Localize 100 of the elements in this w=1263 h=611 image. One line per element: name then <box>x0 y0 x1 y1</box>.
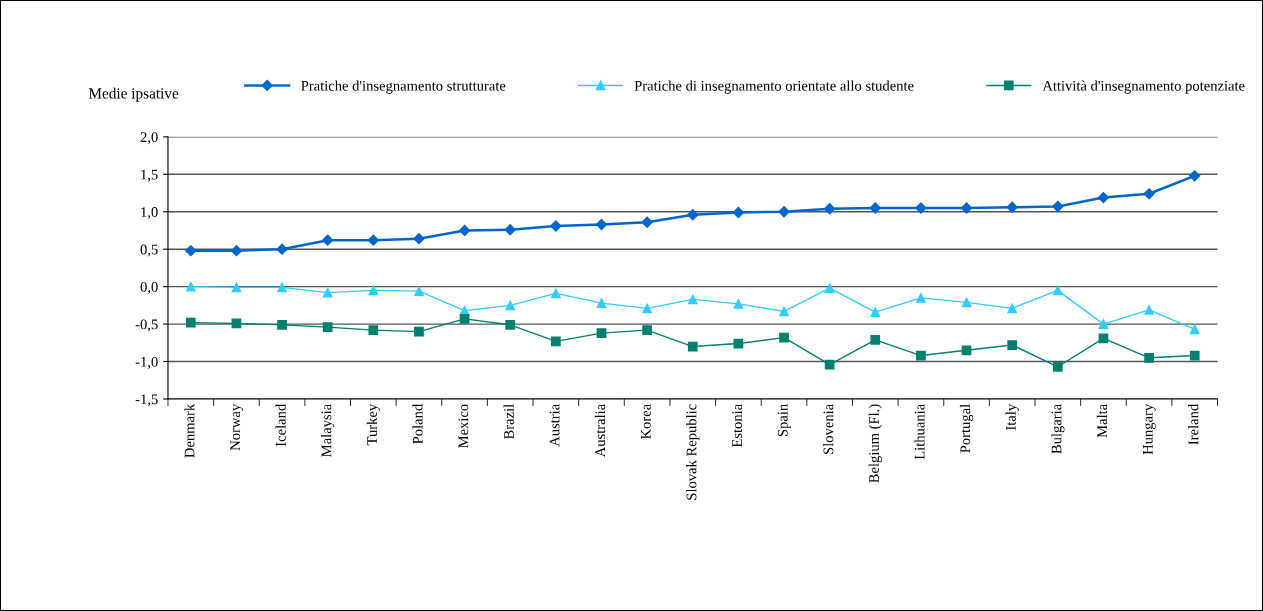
point <box>870 307 881 317</box>
point <box>458 224 471 237</box>
point <box>1144 352 1154 363</box>
point <box>1052 285 1063 296</box>
point <box>230 245 243 257</box>
x-tick-label: Malta <box>1096 404 1108 438</box>
point <box>733 299 744 309</box>
x-tick-label: Spain <box>777 404 791 437</box>
point <box>1143 188 1155 200</box>
point <box>1007 303 1018 314</box>
point <box>596 328 607 338</box>
point <box>505 300 516 311</box>
y-tick-label: 0,0 <box>140 282 158 294</box>
y-tick-label: 1,0 <box>141 207 158 220</box>
point <box>779 332 789 343</box>
point <box>231 318 242 329</box>
y-tick-label: 0,5 <box>140 244 158 257</box>
point <box>1189 170 1201 182</box>
point <box>277 319 287 330</box>
point <box>596 298 607 308</box>
point <box>368 285 379 296</box>
x-tick-label: Slovenia <box>823 404 834 454</box>
y-tick-label: 2,0 <box>140 132 158 145</box>
x-tick-label: Slovak Republic <box>686 404 700 500</box>
point <box>687 341 698 352</box>
point <box>642 303 652 314</box>
y-tick-label: -0,5 <box>135 319 158 332</box>
x-tick-label: Austria <box>549 404 560 447</box>
legend-label: Attività d'insegnamento potenziate <box>1042 80 1245 94</box>
x-tick-label: Australia <box>594 404 606 458</box>
y-tick-label: 1,5 <box>141 169 158 182</box>
x-tick-label: Denmark <box>184 403 195 458</box>
point <box>1097 191 1110 204</box>
point <box>961 345 972 356</box>
point <box>1098 319 1109 329</box>
point <box>550 336 561 347</box>
y-tick-label: -1,5 <box>135 394 158 407</box>
x-tick-label: Poland <box>412 404 423 444</box>
point <box>1098 333 1109 344</box>
x-tick-label: Bulgaria <box>1051 404 1065 454</box>
x-tick-label: Portugal <box>959 404 974 453</box>
point <box>414 326 424 337</box>
point <box>824 203 836 215</box>
x-tick-label: Estonia <box>732 404 743 448</box>
legend-label: Pratiche di insegnamento orientate allo studente <box>634 80 914 94</box>
point <box>322 287 333 298</box>
point <box>368 325 379 335</box>
x-tick-label: Lithuania <box>914 404 925 460</box>
point <box>276 243 288 255</box>
point <box>1189 324 1200 335</box>
point <box>185 317 196 328</box>
point <box>504 224 516 236</box>
point <box>413 233 425 245</box>
point <box>641 216 653 228</box>
point <box>642 325 652 335</box>
point <box>870 334 881 345</box>
y-axis-title: Medie ipsative <box>88 87 179 102</box>
point <box>778 206 790 218</box>
point <box>185 281 196 292</box>
point <box>595 218 608 231</box>
point <box>414 286 424 297</box>
point <box>1006 201 1018 213</box>
point <box>916 293 926 303</box>
x-tick-label: Belgium (Fl.) <box>868 404 882 483</box>
point <box>185 245 197 257</box>
x-tick-label: Hungary <box>1143 403 1156 455</box>
point <box>687 294 698 305</box>
point <box>1052 200 1064 213</box>
point <box>367 234 379 246</box>
point <box>869 202 881 214</box>
point <box>824 283 835 294</box>
point <box>1189 350 1200 361</box>
x-tick-label: Brazil <box>503 404 514 440</box>
point <box>1052 361 1063 372</box>
point <box>322 322 333 332</box>
point <box>960 202 973 214</box>
point <box>505 319 516 330</box>
point <box>732 206 744 219</box>
point <box>231 282 242 293</box>
x-tick-label: Turkey <box>366 403 380 446</box>
x-tick-label: Iceland <box>275 404 286 447</box>
point <box>824 359 835 370</box>
y-tick-label: -1,0 <box>135 356 158 369</box>
point <box>916 350 926 361</box>
point <box>550 288 561 299</box>
x-tick-label: Mexico <box>458 404 469 448</box>
point <box>459 313 470 324</box>
point <box>687 209 699 221</box>
point <box>961 297 972 308</box>
x-tick-label: Ireland <box>1188 404 1199 445</box>
point <box>550 220 562 232</box>
point <box>277 282 287 293</box>
x-tick-label: Italy <box>1005 403 1019 431</box>
point <box>322 234 334 246</box>
point <box>779 306 789 317</box>
point <box>1144 305 1154 315</box>
x-tick-label: Korea <box>641 404 651 440</box>
x-tick-label: Norway <box>230 403 244 451</box>
legend-label: Pratiche d'insegnamento strutturate <box>301 80 506 94</box>
x-tick-label: Malaysia <box>321 404 335 457</box>
